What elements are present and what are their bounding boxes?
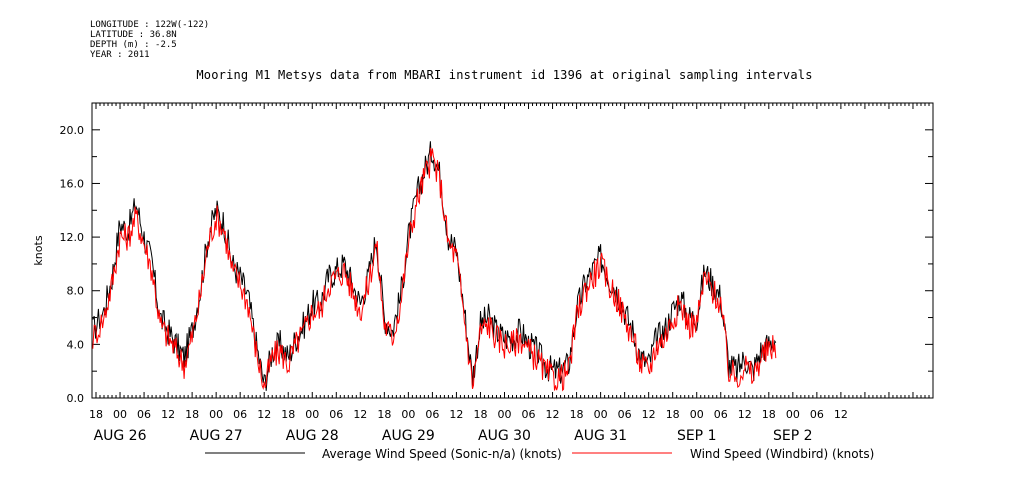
x-hour-label: 00 [305,408,319,421]
x-hour-label: 12 [834,408,848,421]
y-tick-label: 20.0 [60,124,85,137]
y-tick-label: 8.0 [67,285,85,298]
y-tick-label: 4.0 [67,338,85,351]
legend-label: Average Wind Speed (Sonic-n/a) (knots) [322,447,562,461]
x-date-label: AUG 26 [94,428,147,444]
series-line [92,141,777,391]
x-hour-label: 00 [786,408,800,421]
x-hour-label: 00 [401,408,415,421]
y-tick-label: 16.0 [60,177,85,190]
x-hour-label: 18 [377,408,391,421]
x-hour-label: 12 [642,408,656,421]
x-date-label: AUG 31 [574,428,627,444]
y-tick-label: 12.0 [60,231,85,244]
y-tick-label: 0.0 [67,392,85,405]
legend-label: Wind Speed (Windbird) (knots) [690,447,874,461]
x-hour-label: 06 [618,408,632,421]
x-hour-label: 18 [666,408,680,421]
series-line [92,147,777,392]
x-hour-label: 12 [161,408,175,421]
x-hour-label: 06 [233,408,247,421]
x-hour-label: 06 [522,408,536,421]
x-hour-label: 06 [810,408,824,421]
x-hour-label: 12 [449,408,463,421]
x-hour-label: 12 [353,408,367,421]
x-date-label: AUG 29 [382,428,435,444]
x-hour-label: 00 [594,408,608,421]
x-date-label: SEP 2 [773,428,813,444]
x-hour-label: 00 [209,408,223,421]
chart-title: Mooring M1 Metsys data from MBARI instru… [196,68,813,82]
year-label: YEAR : 2011 [90,50,150,60]
depth-label: DEPTH (m) : -2.5 [90,40,177,50]
x-hour-label: 06 [714,408,728,421]
x-date-label: AUG 27 [190,428,243,444]
latitude-label: LATITUDE : 36.8N [90,30,177,40]
longitude-label: LONGITUDE : 122W(-122) [90,20,210,30]
x-hour-label: 18 [762,408,776,421]
x-hour-label: 00 [497,408,511,421]
x-hour-label: 06 [425,408,439,421]
x-hour-label: 18 [473,408,487,421]
station-metadata: LONGITUDE : 122W(-122) LATITUDE : 36.8N … [90,20,209,60]
x-hour-label: 00 [690,408,704,421]
x-hour-label: 06 [137,408,151,421]
x-date-label: SEP 1 [677,428,717,444]
plot-frame [91,102,934,399]
x-hour-label: 12 [546,408,560,421]
x-hour-label: 18 [281,408,295,421]
x-hour-label: 18 [570,408,584,421]
x-hour-label: 06 [329,408,343,421]
x-hour-label: 18 [89,408,103,421]
x-hour-label: 00 [113,408,127,421]
x-hour-label: 18 [185,408,199,421]
x-hour-label: 12 [738,408,752,421]
x-hour-label: 12 [257,408,271,421]
x-date-label: AUG 30 [478,428,531,444]
y-axis-label: knots [32,235,45,265]
x-date-label: AUG 28 [286,428,339,444]
